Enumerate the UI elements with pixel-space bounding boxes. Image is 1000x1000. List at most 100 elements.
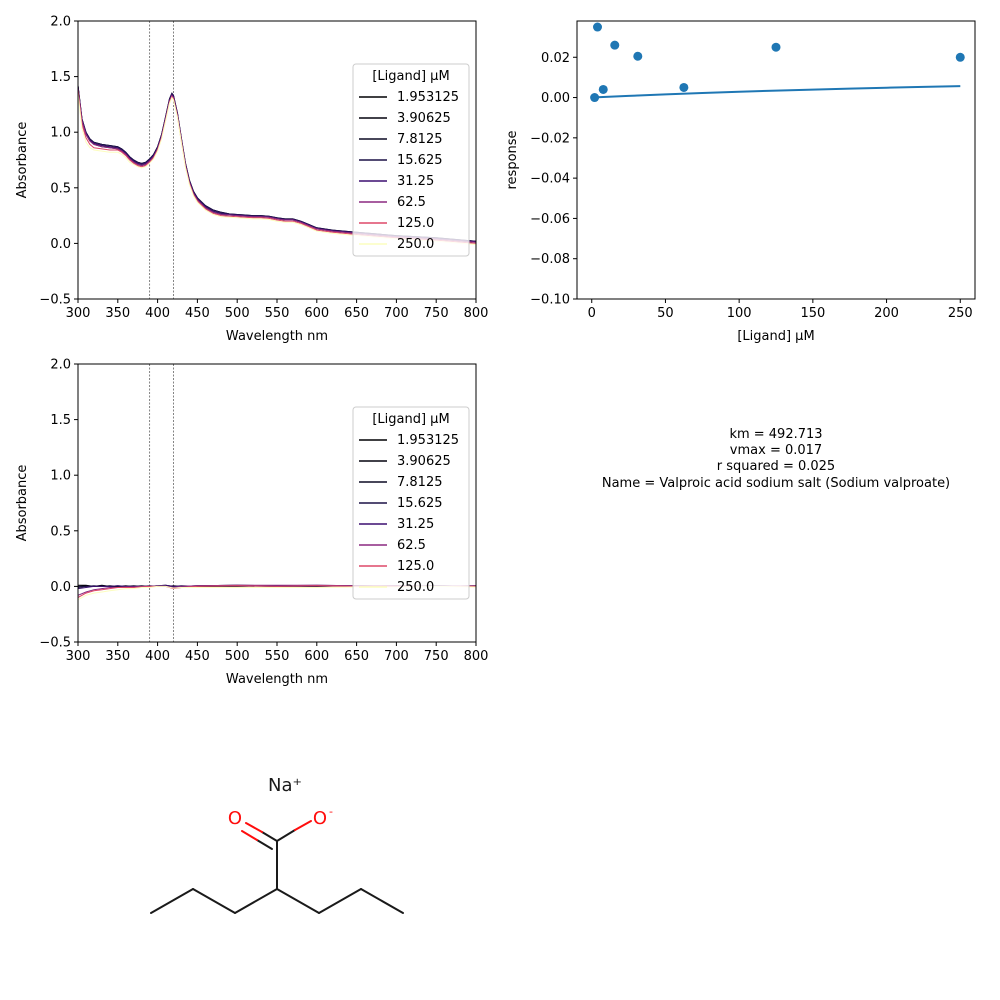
legend-entry: 250.0 — [397, 580, 434, 595]
x-tick-label: 400 — [145, 306, 170, 321]
legend-frame — [352, 406, 470, 600]
x-tick-label: 500 — [225, 306, 250, 321]
y-tick: 0.5 — [50, 524, 78, 539]
y-tick: 0.02 — [541, 51, 577, 66]
plot-clip — [78, 21, 476, 299]
y-tick-label: 0.0 — [50, 580, 71, 595]
x-tick-label: 650 — [344, 649, 369, 664]
x-tick: 700 — [384, 299, 409, 321]
x-tick-label: 800 — [464, 649, 489, 664]
response-point — [679, 82, 689, 92]
x-tick-label: 550 — [265, 306, 290, 321]
counterion-label: Na⁺ — [268, 775, 302, 796]
legend-entry: 62.5 — [397, 195, 426, 210]
y-tick: −0.02 — [530, 131, 577, 146]
response-point — [771, 42, 781, 52]
spectra-diff-panel: 300 350 400 450 500 550 600 650 700 750 800 −0.5 0.0… — [15, 358, 488, 688]
x-tick: 100 — [727, 299, 752, 321]
bond — [192, 888, 236, 914]
legend-entry: 3.90625 — [397, 454, 451, 469]
y-tick: 1.0 — [50, 126, 78, 141]
legend-entry: 3.90625 — [397, 111, 451, 126]
y-tick: −0.08 — [530, 252, 577, 267]
y-tick: 0.0 — [50, 580, 78, 595]
carbonyl-oxygen-label: O — [228, 808, 242, 829]
y-tick-label: 0.00 — [541, 91, 570, 106]
molecule-structure: O O - Na⁺ — [150, 775, 404, 914]
spectra-diff-plot-area — [78, 364, 476, 642]
x-tick-label: 600 — [304, 649, 329, 664]
legend-entry: 31.25 — [397, 517, 434, 532]
x-tick: 550 — [265, 642, 289, 664]
y-tick-label: 0.02 — [541, 51, 570, 66]
legend-entry: 1.953125 — [397, 433, 459, 448]
x-tick: 200 — [874, 299, 899, 321]
x-tick: 500 — [225, 642, 250, 664]
bond — [150, 888, 194, 914]
x-tick: 150 — [800, 299, 825, 321]
y-tick-label: 1.5 — [50, 70, 71, 85]
legend-title: [Ligand] µM — [372, 412, 449, 427]
stats-vmax: vmax = 0.017 — [730, 443, 822, 458]
y-tick-label: −0.5 — [39, 636, 71, 651]
x-tick: 350 — [105, 299, 130, 321]
y-tick: −0.04 — [530, 172, 577, 187]
response-ticks: 0 50 100 150 200 250 −0.10 −0.08 −0.06 −0.04 −0.02… — [530, 51, 973, 321]
spectra-raw-y-label: Absorbance — [15, 122, 30, 199]
legend-entry: 7.8125 — [397, 475, 443, 490]
x-tick-label: 750 — [424, 649, 449, 664]
y-tick: −0.10 — [530, 293, 577, 308]
bond — [234, 888, 278, 914]
spectra-diff-y-label: Absorbance — [15, 465, 30, 542]
y-tick: −0.5 — [39, 293, 78, 308]
x-tick-label: 100 — [727, 306, 752, 321]
y-tick-label: 0.0 — [50, 237, 71, 252]
response-point — [598, 84, 608, 94]
legend-entry: 15.625 — [397, 496, 443, 511]
response-point — [592, 22, 602, 32]
response-point — [955, 52, 965, 62]
y-tick-label: −0.5 — [39, 293, 71, 308]
legend-entry: 62.5 — [397, 538, 426, 553]
x-tick: 600 — [304, 642, 329, 664]
x-tick-label: 400 — [145, 649, 170, 664]
x-tick-label: 650 — [344, 306, 369, 321]
y-tick: 1.5 — [50, 413, 78, 428]
bond — [360, 888, 404, 914]
carbonyl-double-bond — [241, 822, 278, 850]
spectra-raw-legend: [Ligand] µM 1.953125 3.90625 7.8125 15.625 31… — [352, 63, 470, 257]
x-tick-label: 450 — [185, 649, 210, 664]
x-tick-label: 500 — [225, 649, 250, 664]
x-tick: 500 — [225, 299, 250, 321]
x-tick-label: 150 — [800, 306, 825, 321]
spectra-raw-panel: 300 350 400 450 500 550 600 650 700 750 800 −0.5 0.0… — [15, 15, 488, 345]
plot-clip — [78, 364, 476, 642]
bond — [276, 888, 320, 914]
x-tick: 250 — [948, 299, 973, 321]
y-tick: 2.0 — [50, 15, 78, 30]
y-tick: −0.06 — [530, 212, 577, 227]
x-tick: 700 — [384, 642, 409, 664]
response-point — [633, 51, 643, 61]
y-tick-label: −0.10 — [530, 293, 570, 308]
x-tick-label: 0 — [588, 306, 596, 321]
y-tick: 2.0 — [50, 358, 78, 373]
y-tick-label: −0.08 — [530, 252, 570, 267]
y-tick: 1.5 — [50, 70, 78, 85]
x-tick: 650 — [344, 299, 369, 321]
legend-entry: 7.8125 — [397, 132, 443, 147]
spectra-diff-legend: [Ligand] µM 1.953125 3.90625 7.8125 15.625 31… — [352, 406, 470, 600]
x-tick: 650 — [344, 642, 369, 664]
carboxylate-single-bond — [276, 820, 312, 842]
legend-entry: 31.25 — [397, 174, 434, 189]
y-tick-label: 2.0 — [50, 358, 71, 373]
x-tick-label: 250 — [948, 306, 973, 321]
y-tick-label: 2.0 — [50, 15, 71, 30]
spectrum-series-7 — [78, 585, 476, 601]
response-plot-area — [590, 22, 965, 103]
spectra-raw-plot-area — [78, 21, 476, 299]
x-tick: 800 — [464, 642, 489, 664]
x-tick: 400 — [145, 642, 170, 664]
spectra-raw-ticks: 300 350 400 450 500 550 600 650 700 750 800 −0.5 0.0… — [39, 15, 488, 322]
